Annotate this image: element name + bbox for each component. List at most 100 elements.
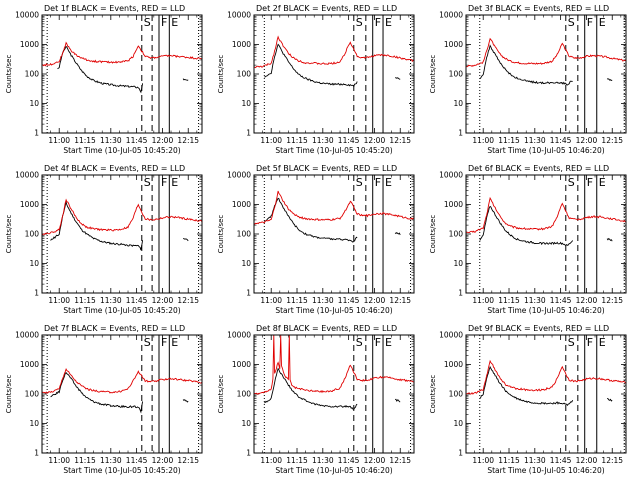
x-tick-label: 11:00	[48, 296, 70, 305]
x-tick-label: 11:45	[126, 136, 148, 145]
detector-panel-4: Det 4f BLACK = Events, RED = LLD Counts/s…	[5, 164, 203, 315]
x-tick-label: 12:15	[177, 136, 199, 145]
flare-mark: F	[587, 176, 593, 189]
lld-series-line	[42, 41, 202, 67]
plot-frame	[253, 334, 415, 454]
y-tick-label: 100	[25, 230, 40, 239]
panel-title: Det 2f BLACK = Events, RED = LLD	[256, 4, 397, 13]
events-series-line	[183, 238, 189, 242]
x-tick-label: 11:30	[524, 456, 546, 465]
end-mark: E	[171, 336, 178, 349]
y-tick-label: 1000	[444, 40, 463, 49]
y-tick-label: 1	[246, 129, 251, 138]
y-axis-label: Counts/sec	[429, 215, 437, 254]
end-mark: E	[599, 176, 606, 189]
x-tick-label: 12:15	[177, 296, 199, 305]
y-tick-label: 10000	[227, 331, 251, 340]
x-tick-label: 11:00	[472, 456, 494, 465]
events-series-line	[479, 205, 574, 247]
x-tick-label: 11:45	[338, 136, 360, 145]
x-tick-label: 12:15	[601, 456, 623, 465]
x-tick-label: 11:15	[286, 136, 308, 145]
y-tick-label: 10	[241, 259, 251, 268]
x-tick-label: 11:30	[100, 296, 122, 305]
x-axis-label: Start Time (10-Jul-05 10:45:20)	[63, 466, 180, 475]
y-tick-label: 100	[449, 230, 464, 239]
x-tick-label: 12:00	[576, 456, 598, 465]
y-tick-label: 1000	[444, 200, 463, 209]
detector-panel-7: Det 7f BLACK = Events, RED = LLD Counts/s…	[5, 324, 203, 475]
panel-title: Det 7f BLACK = Events, RED = LLD	[44, 324, 185, 333]
end-mark: E	[171, 176, 178, 189]
x-tick-label: 11:30	[312, 296, 334, 305]
y-axis-label: Counts/sec	[217, 55, 225, 94]
x-tick-label: 12:00	[364, 456, 386, 465]
end-mark: E	[171, 16, 178, 29]
start-mark: S	[568, 336, 575, 349]
y-tick-label: 10000	[439, 171, 463, 180]
x-tick-label: 12:15	[389, 296, 411, 305]
events-series-line	[182, 78, 189, 81]
events-series-line	[57, 45, 144, 94]
x-tick-label: 12:00	[576, 136, 598, 145]
y-tick-label: 100	[449, 390, 464, 399]
plot-frame	[465, 14, 627, 134]
x-tick-label: 12:15	[389, 136, 411, 145]
y-tick-label: 1000	[444, 360, 463, 369]
panel-title: Det 1f BLACK = Events, RED = LLD	[44, 4, 185, 13]
y-tick-label: 10	[29, 419, 39, 428]
events-series-line	[606, 237, 613, 242]
x-tick-label: 11:00	[472, 136, 494, 145]
y-tick-label: 10000	[15, 11, 39, 20]
events-series-line	[606, 78, 613, 82]
x-tick-label: 11:30	[312, 456, 334, 465]
plot-frame	[465, 334, 627, 454]
y-tick-label: 10000	[227, 171, 251, 180]
x-tick-label: 11:15	[498, 136, 520, 145]
panel-title: Det 6f BLACK = Events, RED = LLD	[468, 164, 609, 173]
y-axis-label: Counts/sec	[5, 55, 13, 94]
y-tick-label: 1	[246, 289, 251, 298]
panel-title: Det 4f BLACK = Events, RED = LLD	[44, 164, 185, 173]
panel-title: Det 3f BLACK = Events, RED = LLD	[468, 4, 609, 13]
x-tick-label: 11:30	[312, 136, 334, 145]
flare-mark: F	[587, 336, 593, 349]
x-tick-label: 11:15	[74, 296, 96, 305]
start-mark: S	[144, 16, 151, 29]
end-mark: E	[385, 16, 392, 29]
y-tick-label: 100	[25, 390, 40, 399]
flare-mark: F	[375, 336, 381, 349]
detector-panel-2: Det 2f BLACK = Events, RED = LLD Counts/s…	[217, 4, 415, 155]
start-mark: S	[144, 176, 151, 189]
y-tick-label: 1	[458, 289, 463, 298]
x-tick-label: 11:45	[338, 296, 360, 305]
detector-panel-6: Det 6f BLACK = Events, RED = LLD Counts/s…	[429, 164, 627, 315]
x-tick-label: 11:45	[126, 296, 148, 305]
plot-frame	[41, 174, 203, 294]
y-tick-label: 100	[237, 70, 252, 79]
end-mark: E	[385, 176, 392, 189]
lld-series-line	[254, 335, 414, 395]
flare-mark: F	[161, 176, 167, 189]
start-mark: S	[356, 176, 363, 189]
end-mark: E	[385, 336, 392, 349]
x-tick-label: 11:00	[260, 136, 282, 145]
x-tick-label: 11:15	[286, 296, 308, 305]
flare-mark: F	[375, 16, 381, 29]
x-tick-label: 11:00	[260, 456, 282, 465]
y-tick-label: 1	[34, 289, 39, 298]
y-tick-label: 1	[458, 129, 463, 138]
y-tick-label: 10000	[439, 331, 463, 340]
x-tick-label: 12:00	[152, 136, 174, 145]
x-tick-label: 11:30	[100, 456, 122, 465]
start-mark: S	[568, 16, 575, 29]
end-mark: E	[599, 336, 606, 349]
y-axis-label: Counts/sec	[217, 375, 225, 414]
y-tick-label: 10000	[15, 171, 39, 180]
y-tick-label: 1000	[232, 200, 251, 209]
x-tick-label: 11:00	[472, 296, 494, 305]
start-mark: S	[356, 336, 363, 349]
y-tick-label: 100	[237, 230, 252, 239]
x-tick-label: 11:30	[100, 136, 122, 145]
